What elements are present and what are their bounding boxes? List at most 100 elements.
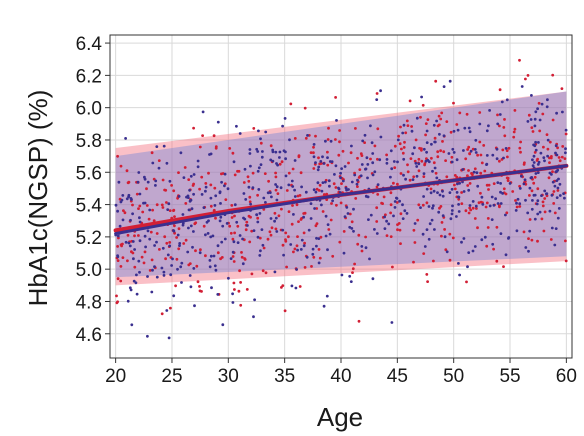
data-point [312,167,316,170]
data-point [562,192,565,196]
data-point [312,188,316,192]
data-point [402,146,406,149]
data-point [546,98,549,102]
data-point [359,174,363,178]
data-point [155,145,159,149]
data-point [393,166,397,170]
data-point [556,189,560,192]
data-point [524,198,527,202]
data-point [498,124,501,128]
data-point [439,149,442,153]
data-point [158,248,161,251]
data-point [533,144,537,148]
data-point [285,265,288,269]
data-point [478,111,482,114]
data-point [496,113,499,117]
data-point [196,280,200,284]
data-point [524,77,527,81]
data-point [218,219,222,223]
data-point [196,165,200,169]
data-point [143,234,147,238]
data-point [471,200,475,203]
data-point [212,134,216,138]
data-point [195,264,199,268]
data-point [371,277,375,281]
data-point [327,228,331,231]
data-point [221,323,225,327]
data-point [250,272,254,276]
data-point [440,234,443,238]
data-point [216,293,220,296]
data-point [257,129,260,133]
data-point [283,309,287,313]
data-point [518,146,522,150]
data-point [118,224,122,228]
data-point [323,180,327,184]
data-point [150,258,154,262]
data-point [316,181,320,185]
data-point [422,175,426,179]
data-point [216,120,220,124]
data-point [208,153,211,156]
data-point [262,246,266,250]
data-point [179,265,183,269]
data-point [406,170,410,174]
data-point [231,250,235,254]
data-point [178,244,181,248]
data-point [220,180,224,184]
data-point [256,220,260,224]
x-tick-label: 55 [499,366,520,387]
data-point [143,201,147,205]
data-point [135,273,138,277]
data-point [434,79,438,83]
data-point [262,196,266,200]
data-point [281,228,285,232]
data-point [196,159,200,163]
data-point [433,228,436,231]
data-point [312,145,315,149]
data-point [289,102,293,106]
data-point [263,172,267,176]
data-point [165,201,168,204]
data-point [324,234,328,238]
data-point [122,209,125,213]
data-point [165,161,169,165]
data-point [138,216,141,220]
data-point [467,211,471,215]
data-point [351,271,354,274]
data-point [473,217,477,220]
data-point [366,163,370,166]
data-point [251,186,255,190]
data-point [441,214,445,218]
data-point [290,284,294,288]
data-point [273,270,277,274]
data-point [483,235,487,239]
data-point [187,226,190,230]
data-point [269,217,273,220]
data-point [309,151,313,155]
data-point [540,102,544,106]
data-point [387,222,391,226]
data-point [144,245,148,249]
data-point [171,257,174,261]
data-point [297,155,301,159]
trend-lines [113,163,569,236]
data-point [432,189,436,193]
data-point [281,124,284,128]
data-point [488,109,491,112]
data-point [258,254,262,257]
data-point [126,299,130,303]
data-point [302,212,306,215]
data-point [385,153,388,157]
data-point [514,209,518,212]
data-point [350,144,353,148]
data-point [511,190,515,193]
x-axis-title: Age [317,402,363,432]
data-point [349,151,353,155]
data-point [527,237,530,241]
data-point [193,304,196,308]
data-point [261,269,265,273]
data-point [184,238,188,242]
data-point [460,191,463,194]
data-point [390,321,394,324]
